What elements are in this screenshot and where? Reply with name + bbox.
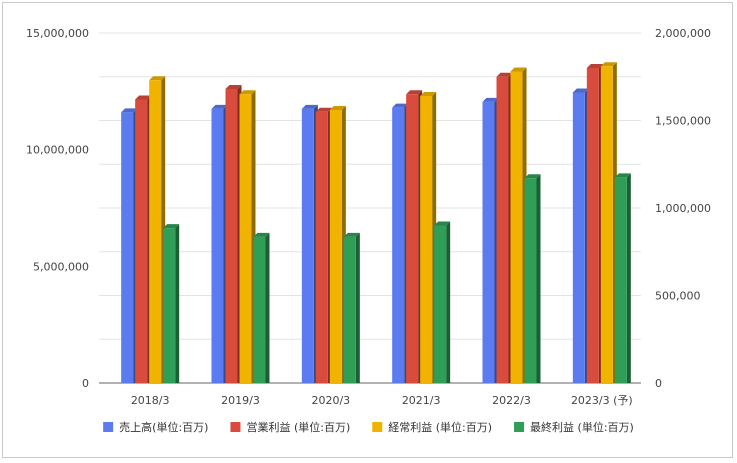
- legend-swatch: [103, 422, 114, 432]
- bar: [420, 96, 433, 383]
- bar: [392, 107, 405, 384]
- bar: [586, 68, 599, 383]
- legend-label: 最終利益 (単位:百万): [530, 420, 634, 434]
- chart-frame: 0 5,000,000 10,000,000 15,000,000 0 500,000 1…: [2, 2, 733, 458]
- left-tick-label: 5,000,000: [33, 260, 89, 273]
- bar-top: [420, 92, 437, 96]
- bar: [510, 71, 523, 383]
- bar-top: [163, 224, 180, 229]
- bar-top: [329, 106, 346, 110]
- bar: [343, 236, 356, 383]
- bar-top: [343, 232, 360, 237]
- right-axis-ticks: 0 500,000 1,000,000 1,500,000 2,000,000: [655, 27, 711, 390]
- legend-label: 経常利益 (単位:百万): [388, 420, 492, 434]
- bar-top: [135, 95, 152, 100]
- bar-top: [406, 90, 423, 95]
- category-label: 2020/3: [311, 394, 350, 407]
- bar: [253, 236, 266, 383]
- legend-label: 売上高(単位:百万): [119, 420, 208, 434]
- bar-side: [355, 232, 360, 383]
- bar-top: [510, 67, 527, 72]
- bar-side: [265, 232, 270, 383]
- bar-top: [524, 174, 541, 179]
- gridlines: [99, 32, 641, 384]
- category-label: 2021/3: [402, 394, 441, 407]
- bar-top: [482, 97, 499, 102]
- bar: [163, 228, 176, 383]
- category-label: 2023/3 (予): [571, 394, 633, 407]
- bar-top: [253, 232, 270, 237]
- right-tick-label: 500,000: [655, 290, 701, 303]
- bar-top: [496, 72, 513, 77]
- bar-top: [225, 85, 242, 89]
- right-tick-label: 0: [655, 377, 662, 390]
- bar-side: [626, 173, 631, 383]
- bar-top: [149, 76, 166, 81]
- bar: [239, 94, 252, 383]
- bar-top: [239, 90, 256, 95]
- category-label: 2018/3: [131, 394, 170, 407]
- bar: [572, 92, 585, 383]
- bar: [496, 76, 509, 383]
- legend-item: 営業利益 (単位:百万): [230, 420, 350, 434]
- legend: 売上高(単位:百万) 営業利益 (単位:百万) 経常利益 (単位:百万) 最終利益 (…: [103, 420, 634, 434]
- bar-top: [614, 173, 631, 178]
- bar: [211, 108, 224, 383]
- left-tick-label: 0: [82, 377, 89, 390]
- bar: [406, 94, 419, 383]
- category-label: 2022/3: [492, 394, 531, 407]
- legend-swatch: [230, 422, 241, 432]
- left-axis-ticks: 0 5,000,000 10,000,000 15,000,000: [26, 27, 89, 390]
- bar-top: [301, 104, 318, 109]
- left-tick-label: 10,000,000: [26, 144, 89, 157]
- bar: [434, 225, 447, 383]
- bars: [121, 62, 631, 384]
- bar: [149, 80, 162, 383]
- right-tick-label: 1,500,000: [655, 115, 711, 128]
- bar: [315, 111, 328, 383]
- bar-top: [121, 108, 138, 113]
- right-tick-label: 2,000,000: [655, 27, 711, 40]
- legend-label: 営業利益 (単位:百万): [246, 420, 350, 434]
- bar-top: [392, 103, 409, 108]
- bar: [121, 112, 134, 383]
- bar-top: [600, 62, 617, 67]
- bar: [225, 89, 238, 383]
- bar-top: [572, 88, 589, 93]
- legend-item: 売上高(単位:百万): [103, 420, 208, 434]
- bar: [135, 99, 148, 383]
- category-labels: 2018/3 2019/3 2020/3 2021/3 2022/3 2023/3 (予): [131, 394, 633, 407]
- bar: [600, 66, 613, 383]
- bar: [482, 101, 495, 383]
- legend-item: 経常利益 (単位:百万): [372, 420, 492, 434]
- bar-top: [211, 104, 228, 109]
- bar: [301, 108, 314, 383]
- legend-item: 最終利益 (単位:百万): [514, 420, 634, 434]
- bar: [524, 178, 537, 383]
- bar: [329, 110, 342, 383]
- category-label: 2019/3: [221, 394, 260, 407]
- bar-side: [175, 224, 180, 383]
- bar-top: [586, 64, 603, 68]
- bar-top: [315, 107, 332, 112]
- left-tick-label: 15,000,000: [26, 27, 89, 40]
- bar-side: [446, 221, 451, 383]
- bar: [614, 177, 627, 383]
- legend-swatch: [514, 422, 525, 432]
- bar-side: [536, 174, 541, 383]
- bar-top: [434, 221, 451, 226]
- bar-chart: 0 5,000,000 10,000,000 15,000,000 0 500,000 1…: [26, 27, 711, 434]
- right-tick-label: 1,000,000: [655, 202, 711, 215]
- legend-swatch: [372, 422, 383, 432]
